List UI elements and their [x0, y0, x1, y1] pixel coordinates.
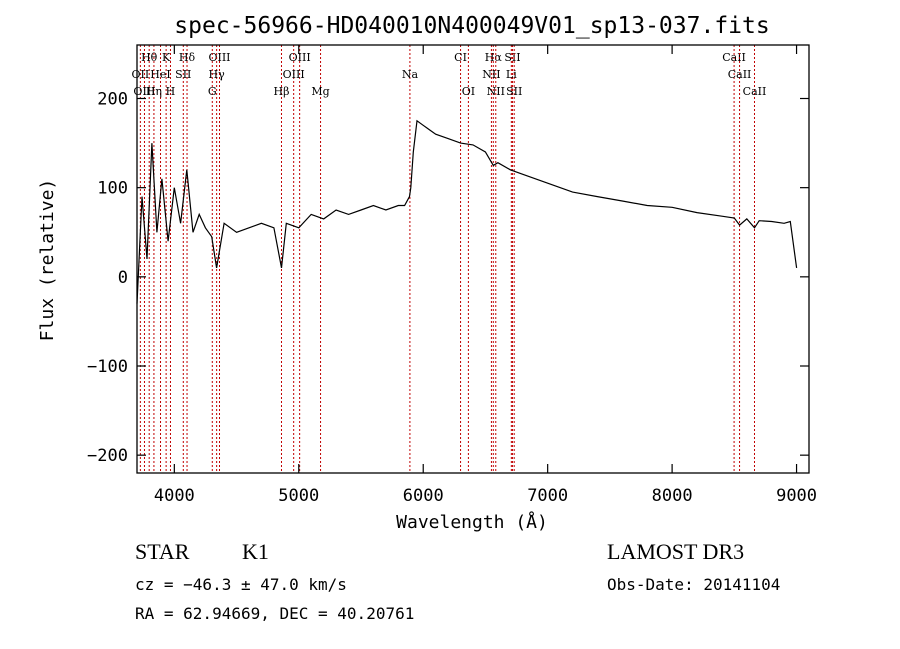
x-tick-label: 9000: [776, 486, 817, 506]
x-axis-label: Wavelength (Å): [396, 511, 548, 533]
y-axis-label: Flux (relative): [37, 179, 58, 342]
spectral-line-label: CI: [454, 51, 467, 64]
spectral-line-label: OII: [132, 68, 150, 81]
spectral-line-label: Hθ: [141, 51, 158, 64]
x-tick-label: 6000: [403, 486, 444, 506]
spectral-line-label: OIII: [283, 68, 305, 81]
y-tick-label: 100: [97, 179, 128, 199]
spectral-line-label: SII: [175, 68, 191, 81]
x-tick-label: 5000: [278, 486, 319, 506]
x-tick-label: 8000: [652, 486, 693, 506]
spectral-line-label: OI: [462, 85, 475, 98]
spectral-line-label: SII: [506, 85, 522, 98]
spectral-line-label: Hα: [485, 51, 503, 64]
spectral-line-label: CaII: [743, 85, 767, 98]
y-axis-ticks: −200 −100 0 100 200: [87, 90, 809, 466]
object-subclass: K1: [242, 539, 269, 564]
y-tick-label: 200: [97, 90, 128, 110]
spectral-line-label: Hγ: [209, 68, 226, 81]
spectral-line-label: OIII: [133, 85, 155, 98]
y-tick-label: −100: [87, 357, 128, 377]
spectral-line-label: H: [166, 85, 176, 98]
spectral-line-label: OIII: [289, 51, 311, 64]
plot-frame: [136, 44, 810, 474]
spectral-line-label: Li: [506, 68, 517, 81]
spectral-line-label: HeI: [150, 68, 170, 81]
y-tick-label: −200: [87, 446, 128, 466]
chart-title: spec-56966-HD040010N400049V01_sp13-037.f…: [174, 13, 769, 39]
redshift-velocity: cz = −46.3 ± 47.0 km/s: [135, 575, 347, 594]
spectral-line-label: K: [162, 51, 171, 64]
spectral-line-label: Hδ: [179, 51, 196, 64]
spectral-line-label: CaII: [728, 68, 752, 81]
spectral-line-label: NII: [487, 85, 505, 98]
spectral-line-label: SII: [504, 51, 520, 64]
spectral-line-label: OIII: [208, 51, 230, 64]
spectral-line-label: Hβ: [274, 85, 290, 98]
survey-name: LAMOST DR3: [607, 539, 745, 564]
spectral-line-label: G: [208, 85, 217, 98]
spectral-line-label: Mg: [311, 85, 329, 98]
x-axis-ticks: 4000 5000 6000 7000 8000 9000: [154, 45, 817, 506]
observation-date: Obs-Date: 20141104: [607, 575, 781, 594]
y-tick-label: 0: [118, 268, 128, 288]
flux-series-line: [136, 119, 798, 304]
spectral-line-label: NII: [482, 68, 500, 81]
sky-coordinates: RA = 62.94669, DEC = 40.20761: [135, 604, 415, 623]
spectral-line-label: Na: [402, 68, 419, 81]
object-class: STAR: [135, 539, 190, 564]
x-tick-label: 4000: [154, 486, 195, 506]
x-tick-label: 7000: [527, 486, 568, 506]
spectral-line-label: CaII: [722, 51, 746, 64]
spectral-line-label: Hη: [146, 85, 162, 98]
